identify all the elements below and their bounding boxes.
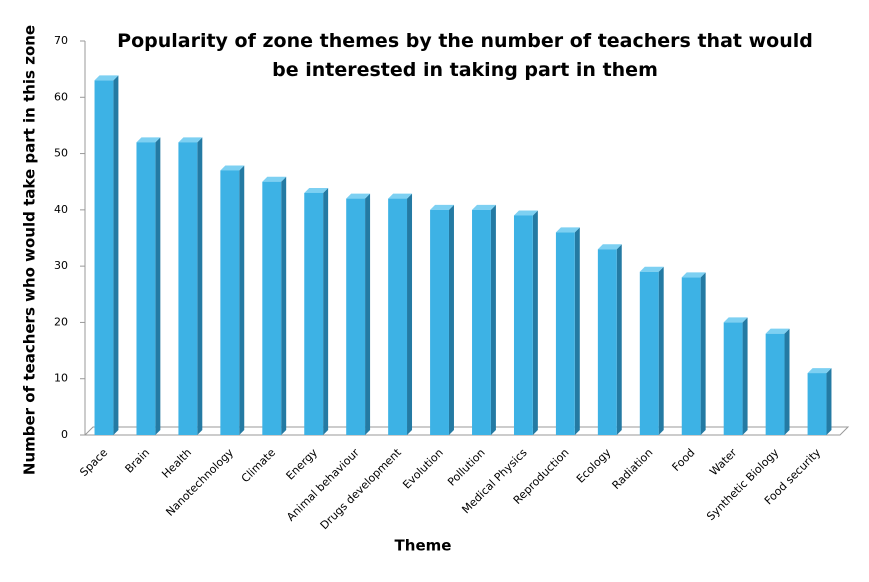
- bar-top: [807, 368, 832, 374]
- bar-top: [472, 204, 496, 210]
- x-tick-label: Animal behaviour: [284, 446, 362, 524]
- bar-top: [94, 75, 119, 81]
- bar: [220, 170, 240, 435]
- bar-side: [113, 75, 119, 436]
- bar-side: [658, 266, 664, 435]
- bar-top: [639, 266, 664, 272]
- y-tick-label: 20: [54, 315, 68, 328]
- bar: [262, 181, 282, 435]
- x-tick-label: Synthetic Biology: [704, 446, 781, 523]
- bar-top: [304, 187, 329, 193]
- bar-top: [513, 210, 538, 216]
- bar: [178, 142, 198, 436]
- y-tick-label: 0: [61, 428, 68, 441]
- y-tick-label: 50: [54, 147, 68, 160]
- bar-side: [532, 210, 538, 435]
- bar: [765, 333, 785, 435]
- bar-side: [574, 227, 580, 435]
- bar: [555, 232, 575, 435]
- chart-title: Popularity of zone themes by the number …: [117, 30, 813, 81]
- bar-top: [681, 272, 706, 278]
- bar-side: [365, 193, 371, 435]
- y-tick-label: 70: [54, 34, 68, 47]
- x-tick-label: Space: [77, 446, 110, 479]
- bar: [430, 209, 449, 435]
- x-tick-label: Brain: [123, 446, 153, 476]
- bar-top: [136, 137, 161, 143]
- bar: [639, 271, 659, 435]
- bar-side: [197, 137, 203, 436]
- bar-top: [388, 193, 413, 199]
- bar-side: [155, 137, 161, 436]
- x-tick-label: Pollution: [445, 446, 488, 489]
- bar: [513, 215, 533, 435]
- x-tick-label: Energy: [284, 446, 321, 483]
- bar-side: [281, 176, 287, 435]
- bar-side: [826, 368, 832, 435]
- bar-side: [490, 204, 496, 435]
- bar: [723, 322, 743, 435]
- bar: [597, 249, 617, 435]
- bar: [472, 209, 491, 435]
- bar-side: [700, 272, 706, 435]
- x-axis-label: Theme: [395, 537, 452, 555]
- bar-side: [742, 317, 748, 435]
- floor: [83, 426, 850, 436]
- bar: [388, 198, 408, 435]
- y-tick-label: 40: [54, 203, 68, 216]
- bar-top: [597, 244, 622, 250]
- bar-top: [765, 328, 790, 334]
- bar: [136, 142, 156, 436]
- x-tick-label: Food: [670, 446, 698, 474]
- y-tick-label: 10: [54, 372, 68, 385]
- x-tick-label: Ecology: [574, 446, 614, 486]
- bar: [346, 198, 366, 435]
- bar-top: [723, 317, 748, 323]
- bar-top: [178, 137, 203, 143]
- bar: [681, 277, 701, 435]
- bar: [807, 373, 827, 435]
- bar-side: [239, 165, 245, 435]
- bar-top: [220, 165, 245, 171]
- bar: [304, 192, 324, 435]
- bar-top: [430, 204, 454, 210]
- bar-side: [616, 244, 622, 435]
- y-tick-label: 60: [54, 90, 68, 103]
- y-tick-label: 30: [54, 259, 68, 272]
- x-tick-label: Climate: [239, 446, 278, 485]
- x-tick-label: Health: [159, 446, 194, 481]
- bar-top: [346, 193, 371, 199]
- bar-side: [784, 328, 790, 435]
- bar-top: [555, 227, 580, 233]
- bar-side: [407, 193, 413, 435]
- x-tick-label: Radiation: [610, 446, 656, 492]
- x-tick-label: Evolution: [400, 446, 445, 491]
- bar-side: [448, 204, 454, 435]
- y-axis-label: Number of teachers who would take part i…: [21, 25, 39, 475]
- bar-top: [262, 176, 287, 182]
- x-tick-label: Water: [707, 446, 740, 479]
- bar: [94, 80, 114, 436]
- bar-side: [323, 187, 329, 435]
- x-tick-label: Drugs development: [318, 446, 405, 533]
